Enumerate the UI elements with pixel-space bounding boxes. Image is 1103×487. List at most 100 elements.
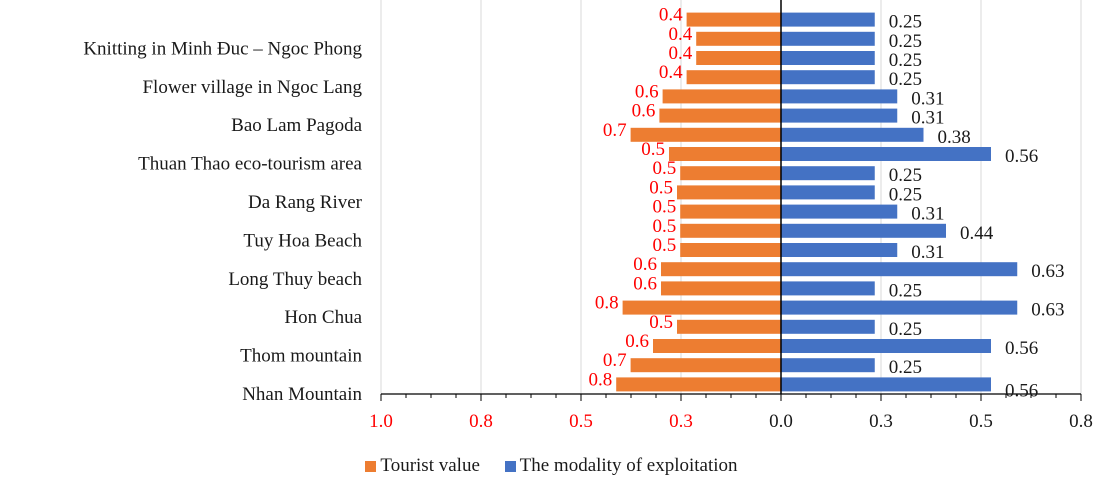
data-label-modality-1: 0.25 <box>889 31 922 52</box>
data-label-tourist-value-8: 0.5 <box>652 158 676 179</box>
bar-tourist-value-13 <box>661 262 781 277</box>
data-label-modality-18: 0.25 <box>889 357 922 378</box>
data-label-modality-2: 0.25 <box>889 50 922 71</box>
bar-tourist-value-10 <box>680 204 781 219</box>
bar-modality-16 <box>781 319 875 334</box>
legend-label-modality: The modality of exploitation <box>519 455 738 476</box>
data-label-tourist-value-6: 0.7 <box>603 120 627 141</box>
data-label-tourist-value-0: 0.4 <box>659 5 683 26</box>
bar-modality-1 <box>781 31 875 46</box>
data-label-tourist-value-4: 0.6 <box>635 81 659 102</box>
x-tick-label-right-1: 0.3 <box>869 411 893 432</box>
data-label-modality-0: 0.25 <box>889 12 922 33</box>
data-label-tourist-value-18: 0.7 <box>603 350 627 371</box>
data-label-tourist-value-9: 0.5 <box>649 177 673 198</box>
category-label-11: Tuy Hoa Beach <box>243 230 362 251</box>
data-label-modality-5: 0.31 <box>911 108 944 129</box>
data-label-modality-16: 0.25 <box>889 319 922 340</box>
bar-modality-12 <box>781 243 898 257</box>
data-label-tourist-value-15: 0.8 <box>595 293 619 314</box>
data-labels: 0.4 0.250.4 0.250.4 0.250.4 0.250.6 0.310.6 0.… <box>588 5 1064 402</box>
category-label-15: Hon Chua <box>284 307 362 328</box>
data-label-tourist-value-19: 0.8 <box>588 369 612 390</box>
bar-modality-3 <box>781 70 875 85</box>
bar-modality-0 <box>781 12 875 27</box>
bar-tourist-value-9 <box>677 185 781 200</box>
category-label-5: Bao Lam Pagoda <box>231 115 362 136</box>
data-label-modality-6: 0.38 <box>938 127 971 148</box>
x-tick-label-right-3: 0.8 <box>1069 411 1093 432</box>
bar-modality-8 <box>781 166 875 181</box>
legend-item-modality: The modality of exploitation <box>504 455 738 477</box>
x-tick-label-left-1: 0.8 <box>469 411 493 432</box>
data-label-modality-13: 0.63 <box>1031 261 1064 282</box>
bar-tourist-value-0 <box>686 12 781 27</box>
category-labels: Knitting in Minh Đuc – Ngoc Phong Flower … <box>83 38 362 405</box>
category-label-1: Knitting in Minh Đuc – Ngoc Phong <box>83 38 362 59</box>
x-tick-label-right-2: 0.5 <box>969 411 993 432</box>
bar-modality-9 <box>781 185 875 200</box>
data-label-tourist-value-7: 0.5 <box>641 139 665 160</box>
data-label-modality-17: 0.56 <box>1005 338 1038 359</box>
data-label-tourist-value-1: 0.4 <box>668 24 692 45</box>
bar-modality-19 <box>781 377 991 392</box>
bar-modality-7 <box>781 147 991 161</box>
category-label-13: Long Thuy beach <box>228 269 362 290</box>
data-label-tourist-value-16: 0.5 <box>649 312 673 333</box>
x-tick-label-left-2: 0.5 <box>569 411 593 432</box>
legend-label-tourist-value: Tourist value <box>380 455 480 476</box>
data-label-tourist-value-2: 0.4 <box>668 43 692 64</box>
bar-tourist-value-5 <box>659 108 781 123</box>
bar-modality-11 <box>781 223 946 238</box>
data-label-tourist-value-13: 0.6 <box>633 254 657 275</box>
legend: Tourist value The modality of exploitati… <box>0 455 1103 478</box>
legend-item-tourist-value: Tourist value <box>365 455 480 477</box>
bar-modality-13 <box>781 262 1018 277</box>
bar-modality-18 <box>781 358 875 373</box>
bar-modality-10 <box>781 204 898 219</box>
category-label-7: Thuan Thao eco-tourism area <box>138 154 362 175</box>
bar-modality-2 <box>781 51 875 65</box>
data-label-tourist-value-14: 0.6 <box>633 273 657 294</box>
category-label-17: Thom mountain <box>240 346 362 367</box>
x-tick-label-right-0: 0.0 <box>769 411 793 432</box>
bar-tourist-value-16 <box>677 319 781 334</box>
bar-tourist-value-4 <box>662 89 781 104</box>
bar-tourist-value-8 <box>680 166 781 181</box>
category-label-3: Flower village in Ngoc Lang <box>142 77 362 98</box>
data-label-tourist-value-3: 0.4 <box>659 62 683 83</box>
bar-modality-17 <box>781 339 991 353</box>
bar-modality-5 <box>781 108 898 123</box>
bar-tourist-value-19 <box>616 377 781 392</box>
bar-tourist-value-1 <box>696 31 781 46</box>
legend-swatch-blue <box>504 460 516 472</box>
data-label-modality-4: 0.31 <box>911 88 944 109</box>
data-label-modality-19: 0.56 <box>1005 380 1038 401</box>
modality-bars <box>781 12 1018 392</box>
bar-tourist-value-11 <box>680 223 781 238</box>
x-tick-label-left-0: 1.0 <box>369 411 393 432</box>
data-label-modality-12: 0.31 <box>911 242 944 263</box>
data-label-modality-8: 0.25 <box>889 165 922 186</box>
data-label-modality-10: 0.31 <box>911 204 944 225</box>
category-label-19: Nhan Mountain <box>242 384 362 405</box>
tick-labels: 1.0 0.8 0.5 0.3 0.0 0.3 0.5 0.8 <box>369 411 1093 432</box>
data-label-modality-3: 0.25 <box>889 69 922 90</box>
data-label-modality-11: 0.44 <box>960 223 994 244</box>
axes <box>380 0 1082 401</box>
bar-tourist-value-17 <box>653 339 781 353</box>
tourist-value-bars <box>616 12 781 392</box>
diverging-bar-chart: Knitting in Minh Đuc – Ngoc Phong Flower … <box>83 0 1093 432</box>
data-label-modality-7: 0.56 <box>1005 146 1038 167</box>
data-label-tourist-value-5: 0.6 <box>632 101 656 122</box>
legend-swatch-orange <box>365 460 377 472</box>
bar-tourist-value-12 <box>680 243 781 257</box>
data-label-tourist-value-17: 0.6 <box>625 331 649 352</box>
bar-modality-14 <box>781 281 875 296</box>
bar-tourist-value-14 <box>661 281 781 296</box>
bar-tourist-value-18 <box>630 358 781 373</box>
gridlines <box>380 0 1082 394</box>
bar-modality-6 <box>781 127 924 142</box>
data-label-tourist-value-12: 0.5 <box>652 235 676 256</box>
bar-tourist-value-7 <box>669 147 781 161</box>
